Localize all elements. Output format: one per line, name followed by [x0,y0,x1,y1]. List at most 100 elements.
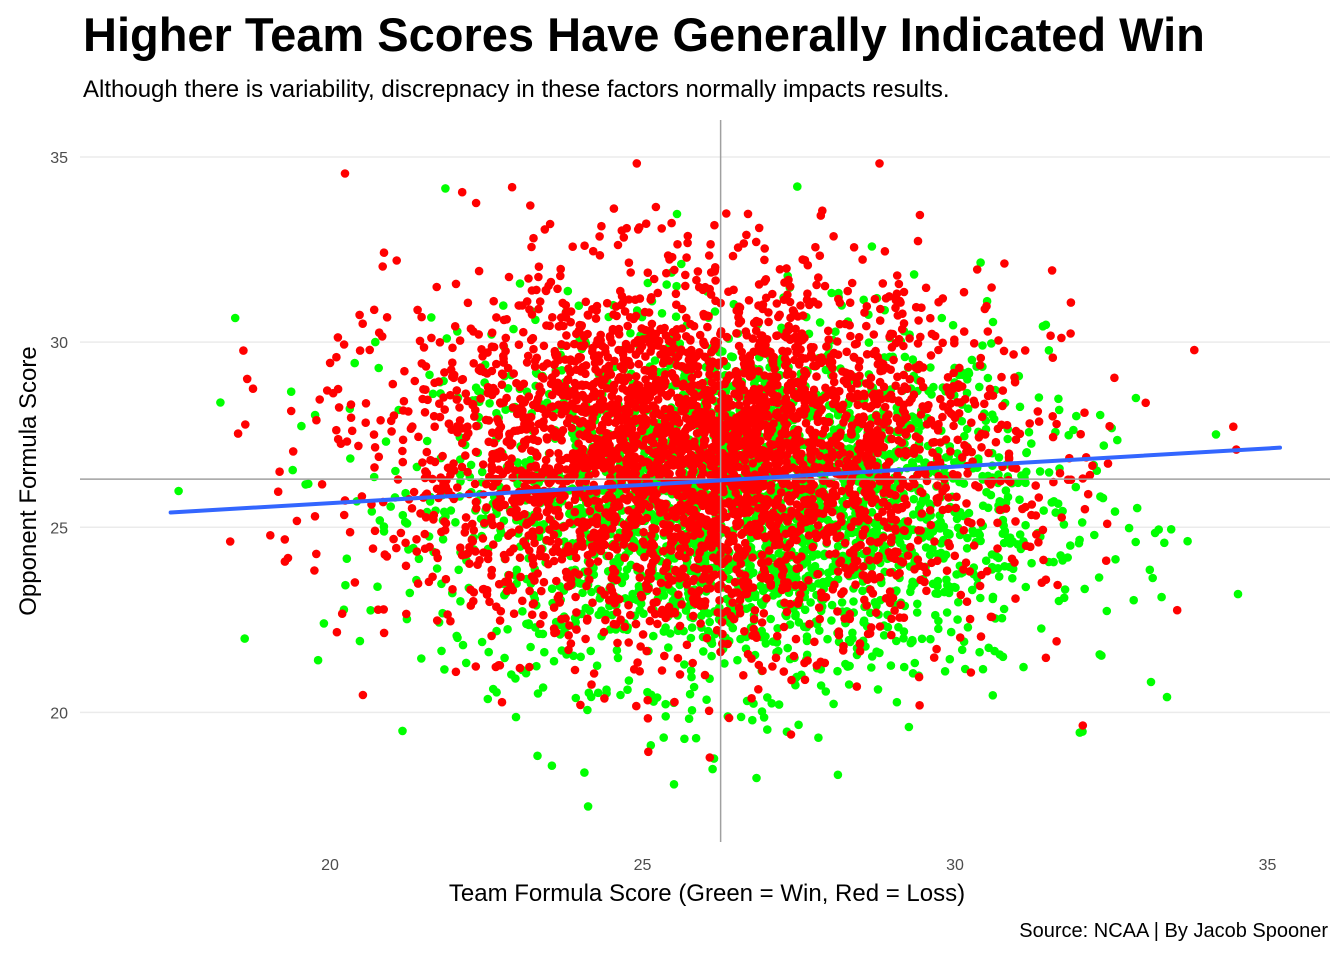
data-point-loss [583,567,593,576]
data-point-loss [777,571,787,580]
data-point-win [492,688,501,697]
data-point-win [829,699,838,709]
data-point-win [774,646,783,656]
data-point-loss [669,437,678,447]
data-point-loss [823,326,833,336]
data-point-win [867,652,877,661]
data-point-loss [834,630,844,640]
data-point-loss [455,336,465,345]
data-point-win [533,689,543,698]
data-point-loss [453,483,462,492]
data-point-loss [455,416,465,425]
data-point-win [968,526,977,535]
data-point-loss [805,619,814,629]
data-point-loss [664,336,674,346]
data-point-win [1080,584,1089,594]
data-point-loss [1052,637,1061,646]
data-point-win [458,640,468,650]
data-point-loss [432,282,442,292]
data-point-win [398,510,408,520]
data-point-loss [627,542,637,551]
data-point-loss [936,394,945,404]
data-point-loss [332,627,342,637]
data-point-win [867,242,877,251]
data-point-win [580,768,589,777]
data-point-loss [458,374,468,384]
data-point-win [942,608,952,617]
data-point-loss [472,421,481,431]
data-point-win [657,309,667,318]
data-point-win [873,685,883,694]
data-point-win [442,334,452,343]
data-point-win [900,352,910,362]
data-point-win [391,466,400,476]
data-point-win [687,706,697,715]
data-point-win [672,209,682,219]
data-point-loss [545,515,554,524]
data-point-win [1039,506,1048,515]
data-point-loss [526,201,535,210]
data-point-loss [872,443,881,453]
data-point-loss [448,464,457,474]
data-point-loss [592,306,601,315]
data-point-loss [944,538,953,548]
data-point-win [576,652,585,662]
data-point-win [313,655,323,665]
data-point-win [1078,727,1087,736]
data-point-win [538,683,548,692]
data-point-loss [646,295,655,304]
data-point-loss [600,694,609,703]
data-point-win [574,301,584,311]
data-point-win [1211,430,1221,439]
data-point-loss [739,671,748,680]
data-point-loss [530,538,539,548]
data-point-loss [515,553,525,562]
data-point-loss [423,395,432,405]
data-point-loss [634,359,644,369]
data-point-loss [921,283,931,293]
data-point-loss [455,403,464,412]
data-point-loss [909,390,919,400]
data-point-win [569,651,578,661]
data-point-win [661,712,670,721]
data-point-loss [704,251,714,260]
data-point-loss [370,526,380,536]
data-point-loss [529,344,538,354]
data-point-win [963,375,972,384]
data-point-loss [952,398,962,407]
data-point-loss [747,694,756,703]
data-point-loss [950,335,959,345]
data-point-loss [917,509,927,518]
data-point-loss [373,605,383,614]
data-point-loss [815,614,824,624]
data-point-loss [987,283,996,292]
data-point-win [367,507,377,516]
data-point-loss [588,598,597,607]
data-point-win [661,699,670,709]
data-point-win [485,399,494,408]
data-point-win [623,685,632,694]
data-point-win [432,564,442,573]
data-point-loss [984,448,993,458]
data-point-loss [638,630,648,639]
data-point-win [583,705,592,715]
data-point-win [414,554,424,564]
data-point-win [962,544,972,553]
data-point-loss [946,447,955,456]
data-point-win [815,318,825,327]
data-point-loss [689,531,698,540]
data-point-loss [550,628,559,638]
data-point-win [1027,558,1036,568]
data-point-win [518,607,527,616]
data-point-loss [926,313,935,323]
data-point-win [892,636,901,646]
data-point-win [691,733,701,743]
data-point-win [913,599,922,609]
data-point-win [844,635,854,645]
data-point-loss [548,313,557,322]
data-point-loss [957,382,967,391]
data-point-loss [782,607,792,617]
data-point-loss [812,661,822,670]
data-point-loss [737,347,746,357]
data-point-win [471,383,481,393]
